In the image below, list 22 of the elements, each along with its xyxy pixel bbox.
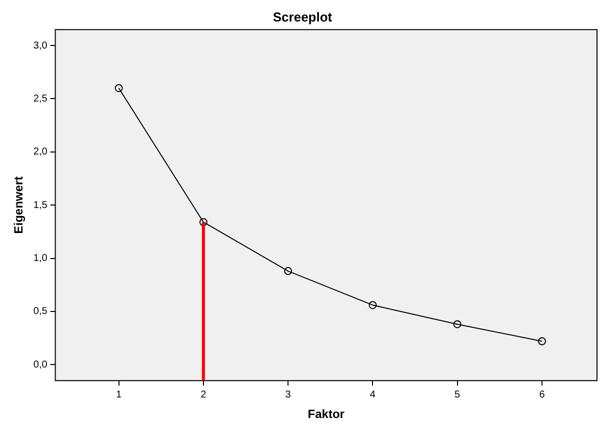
y-tick-label: 1,0 <box>33 253 48 264</box>
point <box>284 267 292 276</box>
point <box>114 84 123 92</box>
point <box>453 320 462 328</box>
y-tick-label: 2,0 <box>33 146 48 158</box>
point <box>368 301 377 310</box>
x-tick-label: 5 <box>454 389 461 400</box>
point <box>199 218 208 226</box>
x-tick-label: 4 <box>370 389 376 400</box>
x-tick-label: 6 <box>539 389 546 400</box>
chart-title: Screeplot <box>272 9 333 24</box>
point <box>538 337 546 346</box>
x-tick-label: 3 <box>285 389 292 400</box>
x-tick-label: 1 <box>116 389 122 400</box>
y-tick-label: 0,0 <box>33 359 48 370</box>
y-tick-label: 1,5 <box>33 200 48 211</box>
x-tick-label: 2 <box>200 389 207 400</box>
y-axis-title: Eigenwert <box>12 176 26 234</box>
y-tick-label: 2,5 <box>33 93 48 104</box>
y-tick-label: 0,5 <box>33 306 48 318</box>
y-tick-label: 3,0 <box>33 40 48 52</box>
x-axis-title: Faktor <box>308 407 345 422</box>
